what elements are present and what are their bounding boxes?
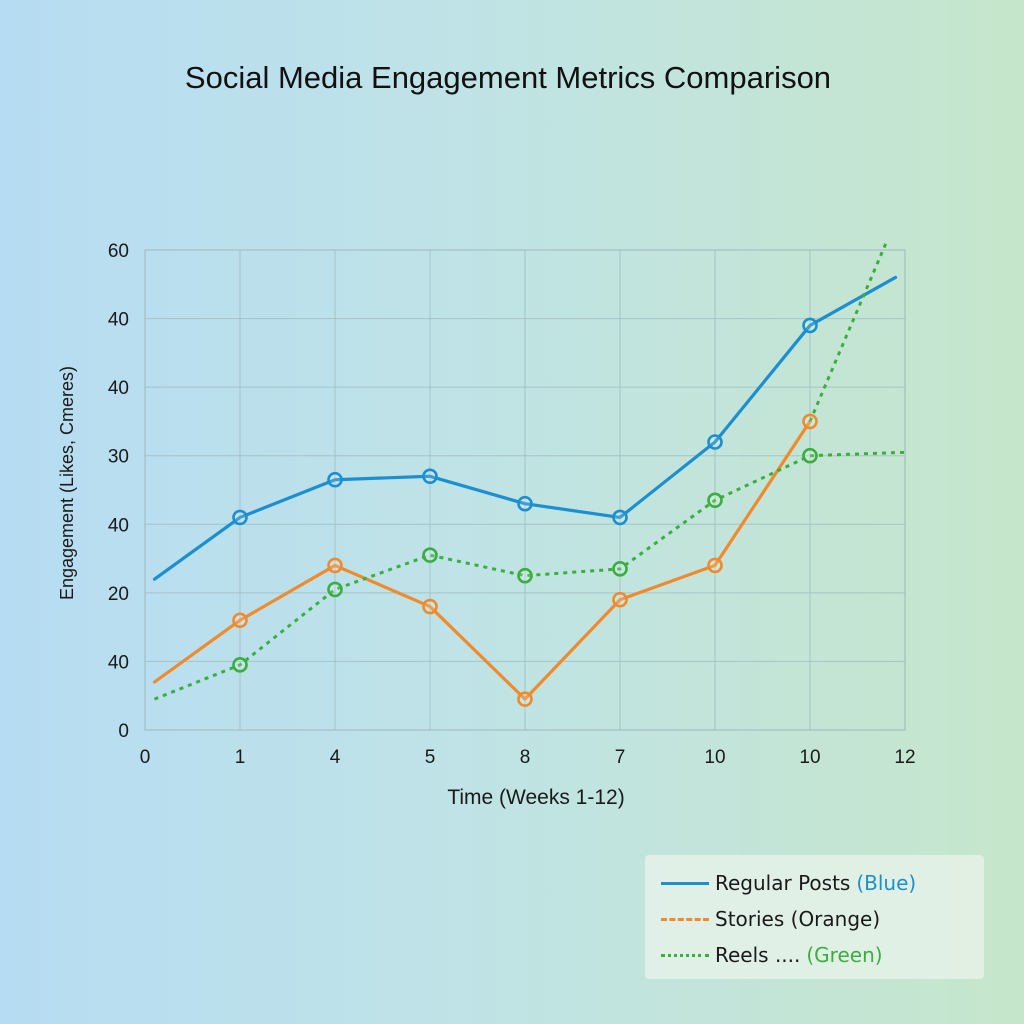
data-point-reels	[707, 492, 723, 509]
legend-accent: (Blue)	[856, 871, 917, 895]
legend-label: Stories (Orange)	[715, 907, 881, 931]
data-point-reels	[327, 581, 343, 598]
legend-label: Reels ....	[715, 943, 801, 967]
data-point-reels	[422, 547, 438, 563]
legend-item-reels: Reels .... (Green)	[645, 943, 984, 967]
data-point-reels	[517, 567, 533, 584]
plot-border	[144, 249, 906, 731]
data-point-stories	[327, 557, 343, 574]
x-axis-label: Time (Weeks 1-12)	[447, 786, 624, 809]
x-axis: 0 1 4 5 8 7 10 10 12	[140, 747, 916, 768]
x-tick-label: 8	[520, 747, 531, 768]
chart-title: Social Media Engagement Metrics Comparis…	[185, 60, 831, 95]
series-line-stories	[152, 419, 812, 701]
y-tick-label: 40	[108, 652, 129, 673]
data-point-reels	[802, 447, 818, 464]
data-point-stories	[802, 413, 818, 430]
x-tick-label: 4	[330, 747, 341, 768]
data-point-stories	[232, 612, 248, 629]
series-layer	[152, 242, 906, 707]
data-point-reels	[232, 657, 248, 673]
y-tick-label: 30	[108, 447, 129, 468]
legend-accent: (Green)	[806, 943, 883, 967]
grid	[144, 249, 906, 731]
y-axis: 0 40 20 40 30 40 40 60	[108, 241, 129, 742]
legend-item-regular-posts: Regular Posts (Blue)	[645, 871, 984, 895]
legend-swatch	[661, 953, 709, 957]
legend-label: Regular Posts	[715, 871, 851, 895]
data-point-stories	[422, 598, 438, 615]
y-axis-label: Engagement (Likes, Cmeres)	[57, 366, 77, 600]
x-tick-label: 5	[425, 747, 436, 768]
legend-swatch	[661, 917, 709, 921]
data-point-stories	[707, 557, 723, 574]
legend-item-stories: Stories (Orange)	[645, 907, 984, 931]
x-tick-label: 12	[894, 747, 915, 768]
data-point-regular-posts	[327, 471, 343, 488]
y-tick-label: 60	[108, 241, 129, 262]
x-tick-label: 10	[704, 747, 725, 768]
plot-frame	[144, 249, 906, 731]
series-line-reels-surge-	[808, 242, 888, 423]
x-tick-label: 7	[615, 747, 626, 768]
data-point-stories	[612, 591, 628, 608]
x-tick-label: 10	[799, 747, 820, 768]
data-point-stories	[517, 691, 533, 707]
data-point-regular-posts	[612, 509, 628, 526]
x-tick-label: 1	[235, 747, 246, 768]
data-point-regular-posts	[707, 434, 723, 450]
data-point-reels	[612, 561, 628, 577]
y-tick-label: 20	[108, 584, 129, 605]
y-tick-label: 40	[108, 515, 129, 536]
y-tick-label: 40	[108, 378, 129, 399]
data-point-regular-posts	[517, 495, 533, 512]
legend: Regular Posts (Blue) Stories (Orange) Reels…	[645, 855, 984, 979]
series-line-regular-posts	[152, 275, 898, 581]
data-point-regular-posts	[232, 509, 248, 526]
x-tick-label: 0	[140, 747, 151, 768]
data-point-regular-posts	[802, 317, 818, 334]
series-line-reels	[153, 450, 906, 701]
y-tick-label: 40	[108, 310, 129, 331]
data-point-regular-posts	[422, 468, 438, 485]
y-tick-label: 0	[118, 721, 129, 742]
legend-swatch	[661, 881, 709, 885]
